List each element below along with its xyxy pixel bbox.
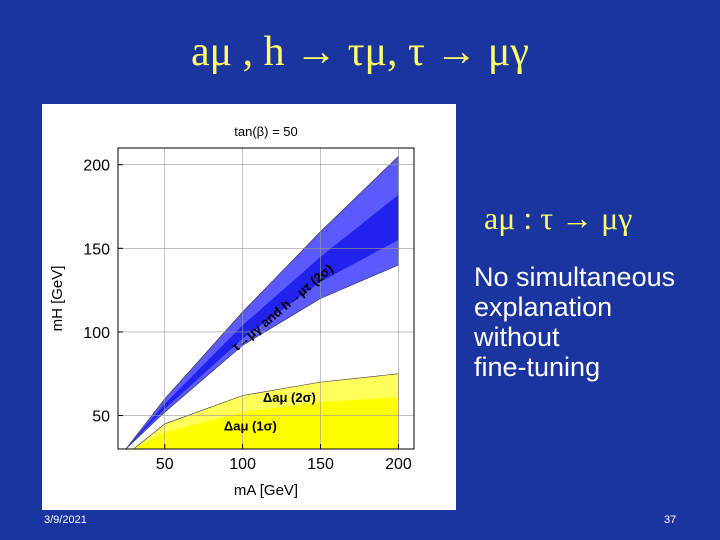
- x-tick-label: 200: [385, 456, 412, 473]
- band-2: [125, 194, 399, 449]
- chart-title: tan(β) = 50: [234, 124, 297, 139]
- y-tick-label: 150: [83, 241, 110, 258]
- conclusion-line-4: fine-tuning: [474, 352, 601, 382]
- band-label-amu-2sigma: Δaμ (2σ): [263, 390, 316, 405]
- conclusion-line-3: without: [474, 322, 560, 352]
- y-axis-label: mH [GeV]: [49, 266, 66, 332]
- x-tick-label: 150: [307, 456, 334, 473]
- y-tick-label: 100: [83, 325, 110, 342]
- y-tick-label: 50: [92, 409, 110, 426]
- x-axis-label: mA [GeV]: [234, 482, 298, 499]
- page-number: 37: [664, 514, 677, 526]
- chart-panel: 50 100 150 200 50 100 150 200 τ→μγ and h→μτ (2σ…: [42, 104, 456, 510]
- conclusion-line-2: explanation: [474, 292, 613, 322]
- conclusion-line-1: No simultaneous: [474, 262, 676, 292]
- band-4: [133, 397, 399, 449]
- slide-title: aμ , h → τμ, τ → μγ: [190, 29, 529, 75]
- footer-date: 3/9/2021: [44, 514, 87, 526]
- band-label-amu-1sigma: Δaμ (1σ): [224, 419, 277, 434]
- conclusion-text: No simultaneous explanation without fine…: [474, 262, 714, 382]
- y-tick-label: 200: [83, 158, 110, 175]
- x-tick-label: 100: [229, 456, 256, 473]
- side-formula: aμ : τ → μγ: [484, 200, 633, 236]
- x-tick-label: 50: [156, 456, 174, 473]
